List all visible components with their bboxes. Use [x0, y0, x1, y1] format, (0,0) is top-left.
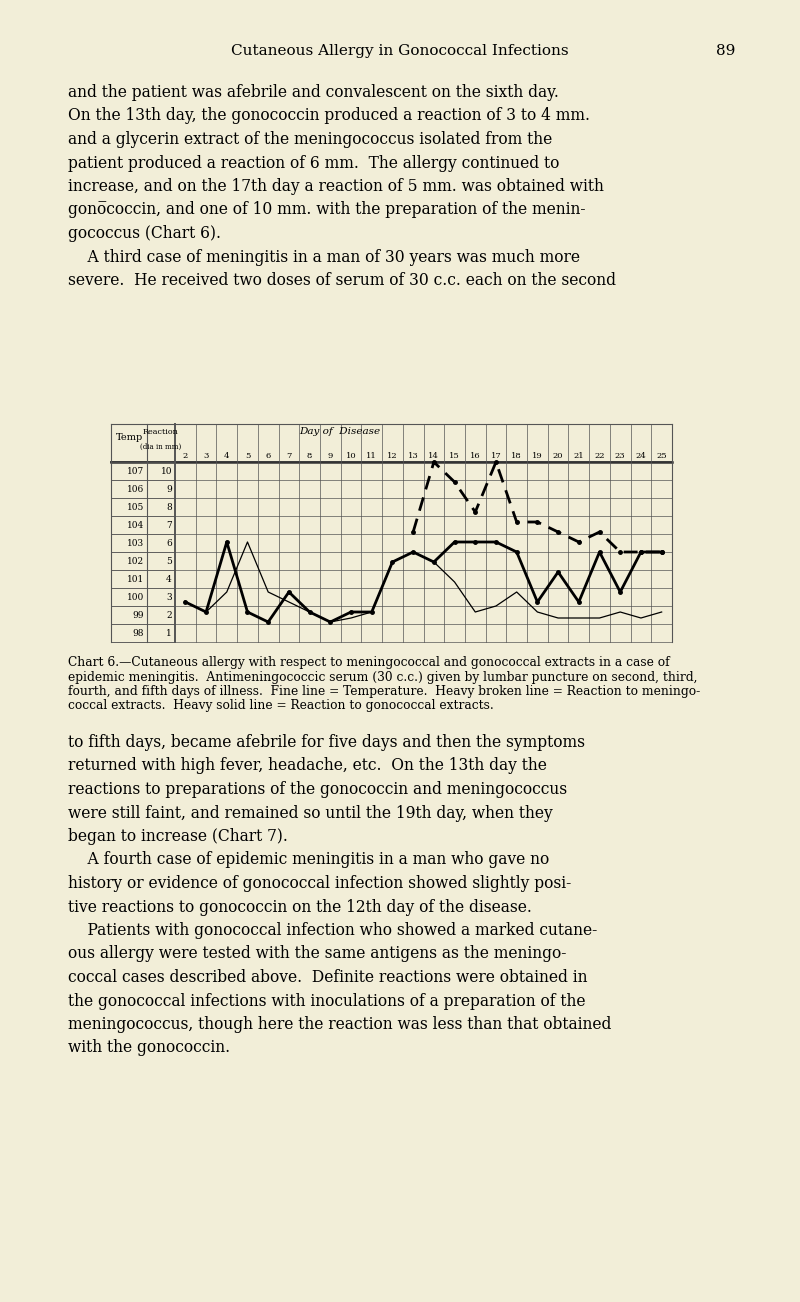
Text: 3: 3: [203, 452, 209, 460]
Text: the gonococcal infections with inoculations of a preparation of the: the gonococcal infections with inoculati…: [68, 992, 586, 1009]
Text: 2: 2: [182, 452, 188, 460]
Text: fourth, and fifth days of illness.  Fine line = Temperature.  Heavy broken line : fourth, and fifth days of illness. Fine …: [68, 685, 700, 698]
Text: 7: 7: [166, 521, 172, 530]
Text: 9: 9: [328, 452, 333, 460]
Text: Cutaneous Allergy in Gonococcal Infections: Cutaneous Allergy in Gonococcal Infectio…: [231, 44, 569, 59]
Text: 18: 18: [511, 452, 522, 460]
Text: 22: 22: [594, 452, 605, 460]
Text: (dia in mm): (dia in mm): [140, 443, 182, 450]
Text: Temp: Temp: [115, 432, 142, 441]
Text: 8: 8: [166, 503, 172, 512]
Text: Patients with gonococcal infection who showed a marked cutane-: Patients with gonococcal infection who s…: [68, 922, 598, 939]
Text: began to increase (Chart 7).: began to increase (Chart 7).: [68, 828, 288, 845]
Text: 98: 98: [133, 629, 144, 638]
Text: ous allergy were tested with the same antigens as the meningo-: ous allergy were tested with the same an…: [68, 945, 566, 962]
Text: 11: 11: [366, 452, 377, 460]
Text: 104: 104: [126, 521, 144, 530]
Text: 15: 15: [449, 452, 460, 460]
Text: 24: 24: [635, 452, 646, 460]
Text: 25: 25: [656, 452, 667, 460]
Text: 4: 4: [166, 574, 172, 583]
Text: 7: 7: [286, 452, 291, 460]
Text: 14: 14: [429, 452, 439, 460]
Text: 100: 100: [126, 592, 144, 602]
Text: tive reactions to gonococcin on the 12th day of the disease.: tive reactions to gonococcin on the 12th…: [68, 898, 532, 915]
Text: coccal extracts.  Heavy solid line = Reaction to gonococcal extracts.: coccal extracts. Heavy solid line = Reac…: [68, 699, 494, 712]
Text: 16: 16: [470, 452, 481, 460]
Text: 6: 6: [166, 539, 172, 548]
Text: epidemic meningitis.  Antimeningococcic serum (30 c.c.) given by lumbar puncture: epidemic meningitis. Antimeningococcic s…: [68, 671, 698, 684]
Text: were still faint, and remained so until the 19th day, when they: were still faint, and remained so until …: [68, 805, 553, 822]
Text: severe.  He received two doses of serum of 30 c.c. each on the second: severe. He received two doses of serum o…: [68, 272, 616, 289]
Text: 1: 1: [166, 629, 172, 638]
Text: 5: 5: [245, 452, 250, 460]
Text: reactions to preparations of the gonococcin and meningococcus: reactions to preparations of the gonococ…: [68, 781, 567, 798]
Text: 13: 13: [408, 452, 418, 460]
Text: 101: 101: [126, 574, 144, 583]
Text: and the patient was afebrile and convalescent on the sixth day.: and the patient was afebrile and convale…: [68, 85, 559, 102]
Text: 8: 8: [307, 452, 312, 460]
Text: 2: 2: [166, 611, 172, 620]
Text: 103: 103: [127, 539, 144, 548]
Text: A third case of meningitis in a man of 30 years was much more: A third case of meningitis in a man of 3…: [68, 249, 580, 266]
Text: 4: 4: [224, 452, 230, 460]
Text: Chart 6.—Cutaneous allergy with respect to meningococcal and gonococcal extracts: Chart 6.—Cutaneous allergy with respect …: [68, 656, 670, 669]
Text: 21: 21: [574, 452, 584, 460]
Text: 10: 10: [161, 466, 172, 475]
Text: 20: 20: [553, 452, 563, 460]
Text: returned with high fever, headache, etc.  On the 13th day the: returned with high fever, headache, etc.…: [68, 758, 547, 775]
Text: On the 13th day, the gonococcin produced a reaction of 3 to 4 mm.: On the 13th day, the gonococcin produced…: [68, 108, 590, 125]
Text: 5: 5: [166, 556, 172, 565]
Text: patient produced a reaction of 6 mm.  The allergy continued to: patient produced a reaction of 6 mm. The…: [68, 155, 559, 172]
Text: 6: 6: [266, 452, 271, 460]
Text: Day of  Disease: Day of Disease: [299, 427, 380, 436]
Text: and a glycerin extract of the meningococcus isolated from the: and a glycerin extract of the meningococ…: [68, 132, 552, 148]
Text: 105: 105: [126, 503, 144, 512]
Text: increase, and on the 17th day a reaction of 5 mm. was obtained with: increase, and on the 17th day a reaction…: [68, 178, 604, 195]
Text: meningococcus, though here the reaction was less than that obtained: meningococcus, though here the reaction …: [68, 1016, 611, 1032]
Text: 9: 9: [166, 484, 172, 493]
Text: to fifth days, became afebrile for five days and then the symptoms: to fifth days, became afebrile for five …: [68, 734, 585, 751]
Text: gono̅coccin, and one of 10 mm. with the preparation of the menin-: gono̅coccin, and one of 10 mm. with the …: [68, 202, 586, 219]
Text: gococcus (Chart 6).: gococcus (Chart 6).: [68, 225, 221, 242]
Text: coccal cases described above.  Definite reactions were obtained in: coccal cases described above. Definite r…: [68, 969, 587, 986]
Text: Reaction: Reaction: [143, 428, 179, 436]
Text: 10: 10: [346, 452, 356, 460]
Text: 107: 107: [126, 466, 144, 475]
Text: history or evidence of gonococcal infection showed slightly posi-: history or evidence of gonococcal infect…: [68, 875, 571, 892]
Text: 12: 12: [387, 452, 398, 460]
Text: with the gonococcin.: with the gonococcin.: [68, 1039, 230, 1056]
Text: A fourth case of epidemic meningitis in a man who gave no: A fourth case of epidemic meningitis in …: [68, 852, 550, 868]
Text: 19: 19: [532, 452, 542, 460]
Text: 17: 17: [490, 452, 502, 460]
Text: 23: 23: [615, 452, 626, 460]
Text: 102: 102: [127, 556, 144, 565]
Text: 99: 99: [133, 611, 144, 620]
Text: 3: 3: [166, 592, 172, 602]
Text: 106: 106: [126, 484, 144, 493]
Text: 89: 89: [716, 44, 735, 59]
